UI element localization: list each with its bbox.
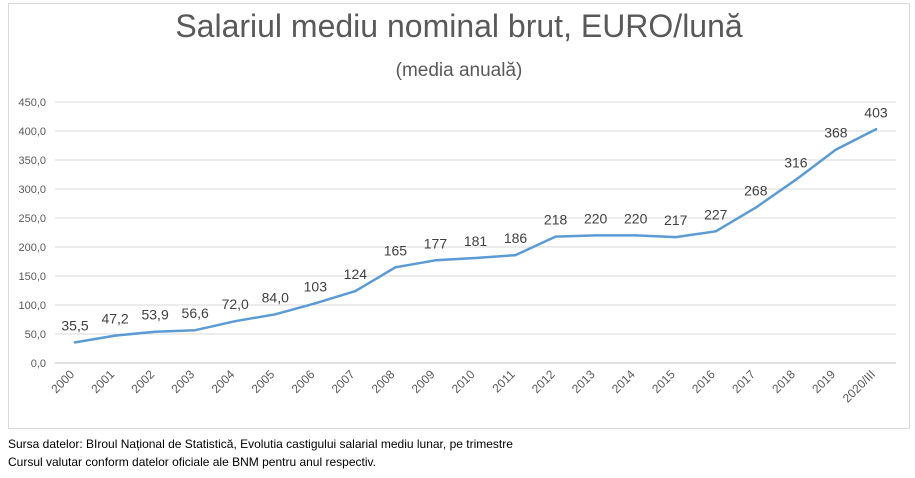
x-tick-label: 2012 <box>529 367 558 396</box>
x-tick-label: 2014 <box>609 367 638 396</box>
data-label: 47,2 <box>101 311 128 327</box>
x-tick-label: 2006 <box>289 367 318 396</box>
exchange-rate-note: Cursul valutar conform datelor oficiale … <box>8 455 376 469</box>
data-point <box>434 259 437 262</box>
data-point <box>73 341 77 344</box>
data-label: 220 <box>584 210 608 226</box>
x-tick-label: 2013 <box>569 367 598 396</box>
data-point <box>113 334 117 337</box>
data-label: 177 <box>424 235 448 251</box>
x-tick-label: 2002 <box>128 367 157 396</box>
data-label: 103 <box>304 278 328 294</box>
x-tick-label: 2007 <box>329 367 358 396</box>
x-tick-label: 2000 <box>48 367 77 396</box>
y-tick-label: 400,0 <box>18 126 46 138</box>
data-label: 368 <box>824 125 848 141</box>
data-label: 218 <box>544 212 568 228</box>
y-tick-label: 250,0 <box>18 213 46 225</box>
data-point <box>474 256 477 260</box>
data-point <box>674 235 677 239</box>
x-tick-label: 2011 <box>490 367 518 395</box>
x-tick-label: 2010 <box>449 367 478 396</box>
x-tick-label: 2001 <box>88 367 117 396</box>
y-tick-label: 100,0 <box>18 300 46 312</box>
data-label: 35,5 <box>61 317 88 333</box>
data-label: 165 <box>384 242 408 258</box>
data-point <box>314 302 317 305</box>
data-label: 56,6 <box>182 305 209 321</box>
source-note: Sursa datelor: BIroul Național de Statis… <box>8 437 513 451</box>
data-point <box>794 178 798 181</box>
data-label: 72,0 <box>222 296 249 312</box>
data-point <box>874 128 878 131</box>
data-point <box>193 328 197 332</box>
data-point <box>754 206 758 209</box>
x-tick-label: 2009 <box>409 367 438 396</box>
data-label: 268 <box>744 183 768 199</box>
data-point <box>594 234 597 237</box>
data-label: 403 <box>864 104 888 120</box>
data-label: 220 <box>624 210 648 226</box>
data-point <box>714 230 717 233</box>
y-tick-label: 450,0 <box>18 97 46 109</box>
data-label: 84,0 <box>262 289 289 305</box>
data-point <box>153 330 157 333</box>
data-point <box>554 235 557 238</box>
chart-subtitle: (media anuală) <box>395 60 523 81</box>
x-tick-label: 2005 <box>249 367 278 396</box>
data-label: 53,9 <box>141 307 168 323</box>
x-tick-label: 2018 <box>769 367 798 396</box>
x-tick-label: 2016 <box>689 367 718 396</box>
y-tick-label: 0,0 <box>31 358 46 370</box>
data-label: 217 <box>664 212 688 228</box>
y-tick-label: 300,0 <box>18 184 46 196</box>
y-tick-label: 50,0 <box>25 329 46 341</box>
data-label: 316 <box>784 155 808 171</box>
data-point <box>234 320 237 323</box>
x-tick-label: 2017 <box>729 367 758 396</box>
y-tick-label: 150,0 <box>18 271 46 283</box>
x-tick-label: 2003 <box>169 367 198 396</box>
x-tick-label: 2008 <box>369 367 398 396</box>
data-point <box>274 313 277 316</box>
data-point <box>834 148 838 151</box>
data-point <box>514 253 517 257</box>
x-tick-label: 2004 <box>209 367 238 396</box>
x-tick-label: 2019 <box>809 367 838 396</box>
data-label: 181 <box>464 233 488 249</box>
data-point <box>354 289 357 293</box>
x-tick-label: 2015 <box>649 367 678 396</box>
data-label: 186 <box>504 230 528 246</box>
y-tick-label: 350,0 <box>18 155 46 167</box>
data-label: 124 <box>344 266 368 282</box>
data-point <box>634 234 637 237</box>
y-tick-label: 200,0 <box>18 242 46 254</box>
chart-frame <box>8 3 910 429</box>
x-tick-label: 2020/III <box>840 367 878 405</box>
data-label: 227 <box>704 206 728 222</box>
data-point <box>394 266 397 269</box>
chart-title: Salariul mediu nominal brut, EURO/lună <box>175 8 743 44</box>
